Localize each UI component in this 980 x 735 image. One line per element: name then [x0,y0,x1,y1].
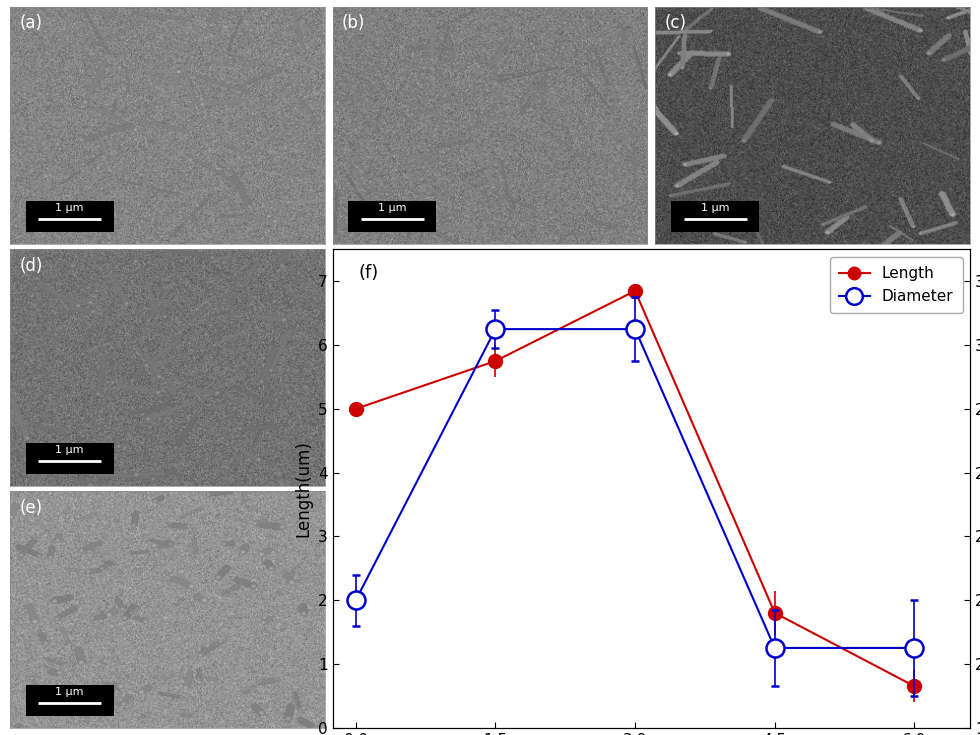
Bar [671,201,760,232]
Y-axis label: Length(um): Length(um) [294,440,313,537]
Text: 1 μm: 1 μm [378,203,407,212]
Text: 1 μm: 1 μm [56,445,84,455]
Text: (f): (f) [358,264,378,282]
Text: (a): (a) [20,15,42,32]
Legend: Length, Diameter: Length, Diameter [830,257,962,313]
Bar [25,685,114,716]
Bar [348,201,436,232]
Text: (c): (c) [664,15,687,32]
Text: (b): (b) [342,15,366,32]
Bar [25,443,114,474]
Text: 1 μm: 1 μm [56,203,84,212]
Text: (d): (d) [20,257,42,274]
Text: 1 μm: 1 μm [56,687,84,697]
Text: (e): (e) [20,498,42,517]
Text: 1 μm: 1 μm [701,203,729,212]
Bar [25,201,114,232]
